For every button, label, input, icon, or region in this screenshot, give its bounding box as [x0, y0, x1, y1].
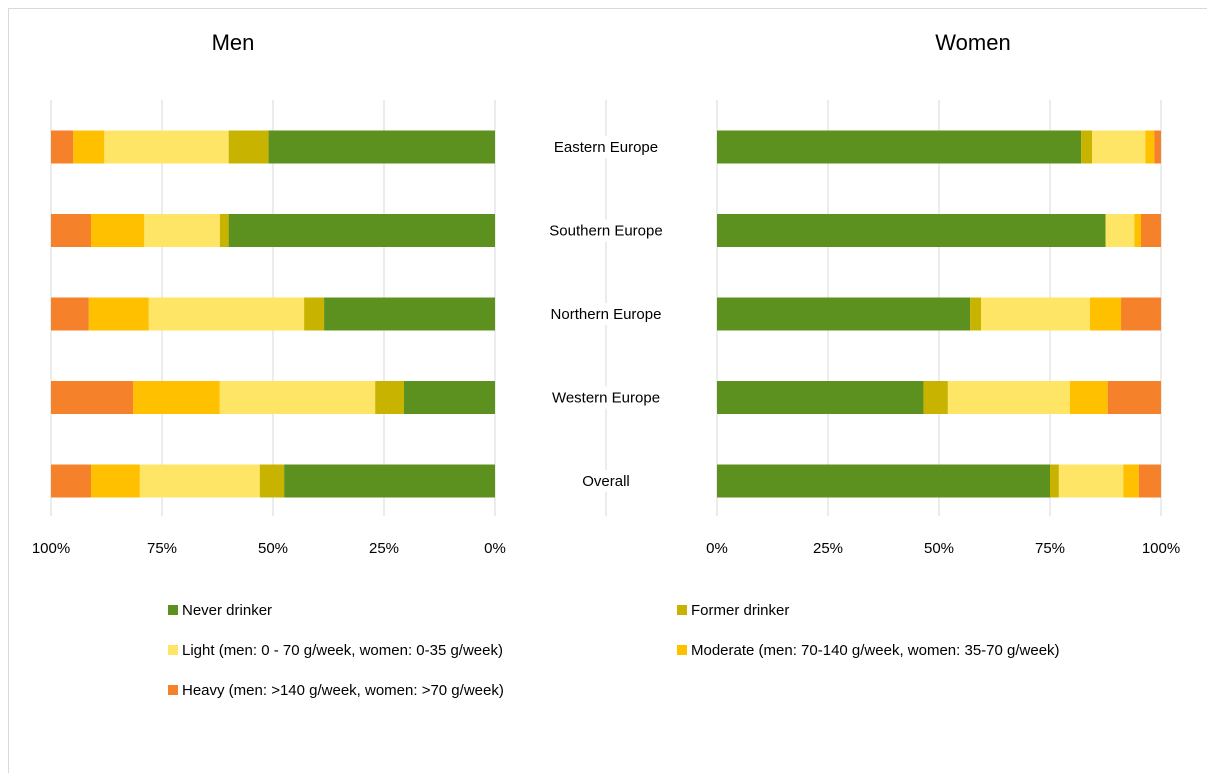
bar-women-northern-europe-s1: [970, 297, 982, 331]
bar-men-northern-europe-s4: [51, 297, 89, 331]
bar-men-overall-s3: [90, 464, 140, 498]
bar-men-eastern-europe-s1: [228, 130, 269, 164]
bar-women-overall-s0: [717, 464, 1050, 498]
tick-label: 0%: [706, 540, 728, 557]
bar-women-southern-europe-s3: [1134, 214, 1142, 247]
tick-label: 75%: [1035, 540, 1065, 557]
legend-label: Moderate (men: 70-140 g/week, women: 35-…: [691, 642, 1060, 659]
tick-label: 25%: [369, 540, 399, 557]
legend-swatch: [168, 605, 178, 615]
bar-women-eastern-europe-s4: [1154, 130, 1161, 164]
category-label: Western Europe: [552, 390, 660, 407]
tick-label: 50%: [924, 540, 954, 557]
bar-men-overall-s4: [51, 464, 91, 498]
bar-women-southern-europe-s2: [1105, 214, 1135, 247]
bar-women-eastern-europe-s2: [1092, 130, 1146, 164]
bar-men-northern-europe-s0: [324, 297, 495, 331]
legend-label: Former drinker: [691, 602, 789, 619]
bar-men-eastern-europe-s2: [104, 130, 229, 164]
category-label-bg: [540, 303, 672, 325]
bar-men-northern-europe-s2: [148, 297, 305, 331]
panel-title-women: Women: [935, 30, 1010, 55]
bar-men-western-europe-s3: [133, 381, 220, 414]
tick-label: 25%: [813, 540, 843, 557]
bar-women-northern-europe-s0: [717, 297, 971, 331]
bar-women-southern-europe-s0: [717, 214, 1106, 247]
bar-men-eastern-europe-s0: [268, 130, 495, 164]
legend-label: Light (men: 0 - 70 g/week, women: 0-35 g…: [182, 642, 503, 659]
legend-swatch: [168, 645, 178, 655]
tick-label: 100%: [1142, 540, 1180, 557]
bar-women-overall-s2: [1058, 464, 1124, 498]
bar-men-overall-s0: [284, 464, 495, 498]
category-label-bg: [540, 219, 672, 242]
bar-women-overall-s1: [1050, 464, 1059, 498]
bar-women-western-europe-s2: [947, 381, 1070, 414]
tick-label: 50%: [258, 540, 288, 557]
bar-women-northern-europe-s4: [1121, 297, 1161, 331]
category-label: Southern Europe: [549, 223, 662, 240]
legend-label: Never drinker: [182, 602, 272, 619]
legend-swatch: [677, 645, 687, 655]
bar-men-southern-europe-s3: [90, 214, 145, 247]
bar-men-western-europe-s2: [219, 381, 376, 414]
bar-women-eastern-europe-s0: [717, 130, 1082, 164]
bar-men-northern-europe-s1: [304, 297, 325, 331]
bar-women-overall-s3: [1123, 464, 1139, 498]
bar-women-eastern-europe-s1: [1081, 130, 1093, 164]
bar-men-southern-europe-s1: [219, 214, 229, 247]
bar-women-northern-europe-s3: [1089, 297, 1122, 331]
tick-label: 0%: [484, 540, 506, 557]
tick-label: 100%: [32, 540, 70, 557]
bar-men-eastern-europe-s4: [51, 130, 74, 164]
bar-men-overall-s1: [259, 464, 285, 498]
panel-title-men: Men: [212, 30, 255, 55]
bar-men-northern-europe-s3: [88, 297, 149, 331]
bar-men-western-europe-s0: [403, 381, 495, 414]
bar-men-southern-europe-s4: [51, 214, 91, 247]
category-label-bg: [540, 470, 672, 492]
legend-swatch: [168, 685, 178, 695]
bar-men-southern-europe-s0: [228, 214, 495, 247]
bar-women-northern-europe-s2: [981, 297, 1090, 331]
bar-men-western-europe-s4: [51, 381, 134, 414]
bar-men-southern-europe-s2: [144, 214, 220, 247]
category-label-bg: [540, 386, 672, 409]
category-label: Northern Europe: [551, 306, 662, 323]
category-label-bg: [540, 136, 672, 158]
bar-women-southern-europe-s4: [1141, 214, 1161, 247]
bar-men-western-europe-s1: [375, 381, 404, 414]
category-label: Eastern Europe: [554, 139, 658, 156]
chart-frame: [8, 8, 1207, 773]
legend-label: Heavy (men: >140 g/week, women: >70 g/we…: [182, 682, 504, 699]
bar-women-western-europe-s3: [1069, 381, 1108, 414]
bar-women-western-europe-s1: [923, 381, 948, 414]
tick-label: 75%: [147, 540, 177, 557]
bar-women-overall-s4: [1138, 464, 1161, 498]
bar-women-western-europe-s4: [1107, 381, 1161, 414]
bar-women-western-europe-s0: [717, 381, 924, 414]
bar-men-eastern-europe-s3: [73, 130, 105, 164]
category-label: Overall: [582, 473, 630, 490]
bar-women-eastern-europe-s3: [1145, 130, 1155, 164]
legend-swatch: [677, 605, 687, 615]
bar-men-overall-s2: [139, 464, 260, 498]
